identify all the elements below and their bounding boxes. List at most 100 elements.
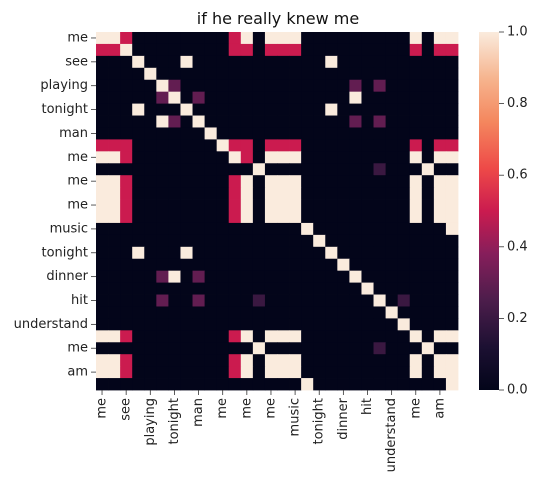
heatmap-cell [349, 115, 362, 128]
heatmap-cell [240, 187, 254, 200]
heatmap-cell [96, 222, 109, 236]
heatmap-cell [216, 246, 230, 260]
heatmap-cell [156, 103, 169, 116]
heatmap-cell [192, 234, 205, 248]
heatmap-cell [313, 342, 326, 355]
heatmap-cell [120, 306, 133, 319]
heatmap-cell [433, 43, 447, 57]
heatmap-cell [397, 342, 411, 355]
heatmap-cell [156, 55, 169, 69]
heatmap-cell [385, 306, 399, 319]
heatmap-cell [264, 115, 278, 128]
heatmap-cell [373, 32, 386, 45]
heatmap-cell [433, 294, 447, 307]
heatmap-cell [96, 246, 109, 260]
heatmap-cell [361, 79, 374, 93]
heatmap-cell [385, 234, 399, 248]
heatmap-cell [96, 318, 109, 331]
heatmap-cell [421, 43, 435, 57]
heatmap-cell [385, 354, 399, 367]
heatmap-cell [433, 163, 447, 176]
heatmap-cell [108, 282, 121, 295]
heatmap-cell [192, 222, 205, 236]
heatmap-cell [168, 378, 181, 391]
heatmap-cell [325, 258, 338, 272]
heatmap-cell [120, 91, 133, 104]
heatmap-cell [192, 91, 205, 104]
heatmap-cell [168, 318, 181, 331]
heatmap-cell [301, 234, 314, 248]
heatmap-cell [264, 222, 278, 236]
heatmap-cell [385, 79, 399, 93]
heatmap-cell [180, 282, 193, 295]
heatmap-cell [120, 378, 133, 391]
heatmap-cell [264, 211, 278, 224]
heatmap-cell [216, 378, 230, 391]
row-tick-label: man [59, 126, 88, 141]
heatmap-cell [301, 43, 314, 57]
heatmap-cell [240, 222, 254, 236]
heatmap-cell [349, 354, 362, 367]
heatmap-cell [252, 258, 266, 272]
heatmap-cell [168, 67, 181, 81]
heatmap-cell [409, 318, 423, 331]
heatmap-cell [277, 294, 290, 307]
heatmap-cell [108, 187, 121, 200]
heatmap-cell [216, 366, 230, 379]
heatmap-cell [409, 55, 423, 69]
heatmap-cell [445, 306, 459, 319]
heatmap-cell [421, 342, 435, 355]
heatmap-cell [156, 366, 169, 379]
heatmap-cell [349, 330, 362, 343]
heatmap-cell [192, 55, 205, 69]
column-tick-label: me [95, 398, 110, 419]
heatmap-cell [421, 103, 435, 116]
heatmap-cell [180, 103, 193, 116]
heatmap-cell [301, 79, 314, 93]
heatmap-cell [445, 318, 459, 331]
heatmap-cell [313, 270, 326, 283]
heatmap-cell [252, 211, 266, 224]
heatmap-cell [96, 354, 109, 367]
column-tick-label: playing [143, 398, 158, 446]
heatmap-cell [289, 258, 302, 272]
heatmap-cell [240, 79, 254, 93]
heatmap-cell [445, 294, 459, 307]
heatmap-cell [397, 151, 411, 164]
heatmap-cell [180, 32, 193, 45]
heatmap-cell [421, 222, 435, 236]
heatmap-cell [180, 366, 193, 379]
heatmap-cell [373, 127, 386, 140]
heatmap-cell [409, 270, 423, 283]
heatmap-cell [445, 32, 459, 45]
heatmap-cell [204, 32, 218, 45]
heatmap-cell [301, 55, 314, 69]
heatmap-cell [168, 55, 181, 69]
heatmap-cell [301, 222, 314, 236]
colorbar-ticks: 0.0 0.2 0.4 0.6 0.8 1.0 [499, 25, 528, 398]
heatmap-cell [120, 282, 133, 295]
chart-title: if he really knew me [197, 9, 359, 28]
heatmap-cell [108, 246, 121, 260]
heatmap-cell [264, 234, 278, 248]
heatmap-cell [240, 67, 254, 81]
heatmap-cell [180, 139, 193, 152]
row-tick-label: tonight [42, 245, 89, 260]
heatmap-cell [445, 342, 459, 355]
heatmap-cell [433, 67, 447, 81]
heatmap-cell [240, 234, 254, 248]
heatmap-cell [301, 211, 314, 224]
heatmap-cell [144, 127, 157, 140]
heatmap-cell [373, 330, 386, 343]
heatmap-cell [204, 342, 218, 355]
heatmap-cell [397, 306, 411, 319]
heatmap-cell [252, 270, 266, 283]
heatmap-cell [313, 294, 326, 307]
heatmap-cell [445, 151, 459, 164]
heatmap-cell [301, 282, 314, 295]
heatmap-cell [156, 127, 169, 140]
heatmap-cell [156, 258, 169, 272]
heatmap-cell [228, 43, 242, 57]
heatmap-cell [192, 342, 205, 355]
heatmap-cell [337, 139, 350, 152]
